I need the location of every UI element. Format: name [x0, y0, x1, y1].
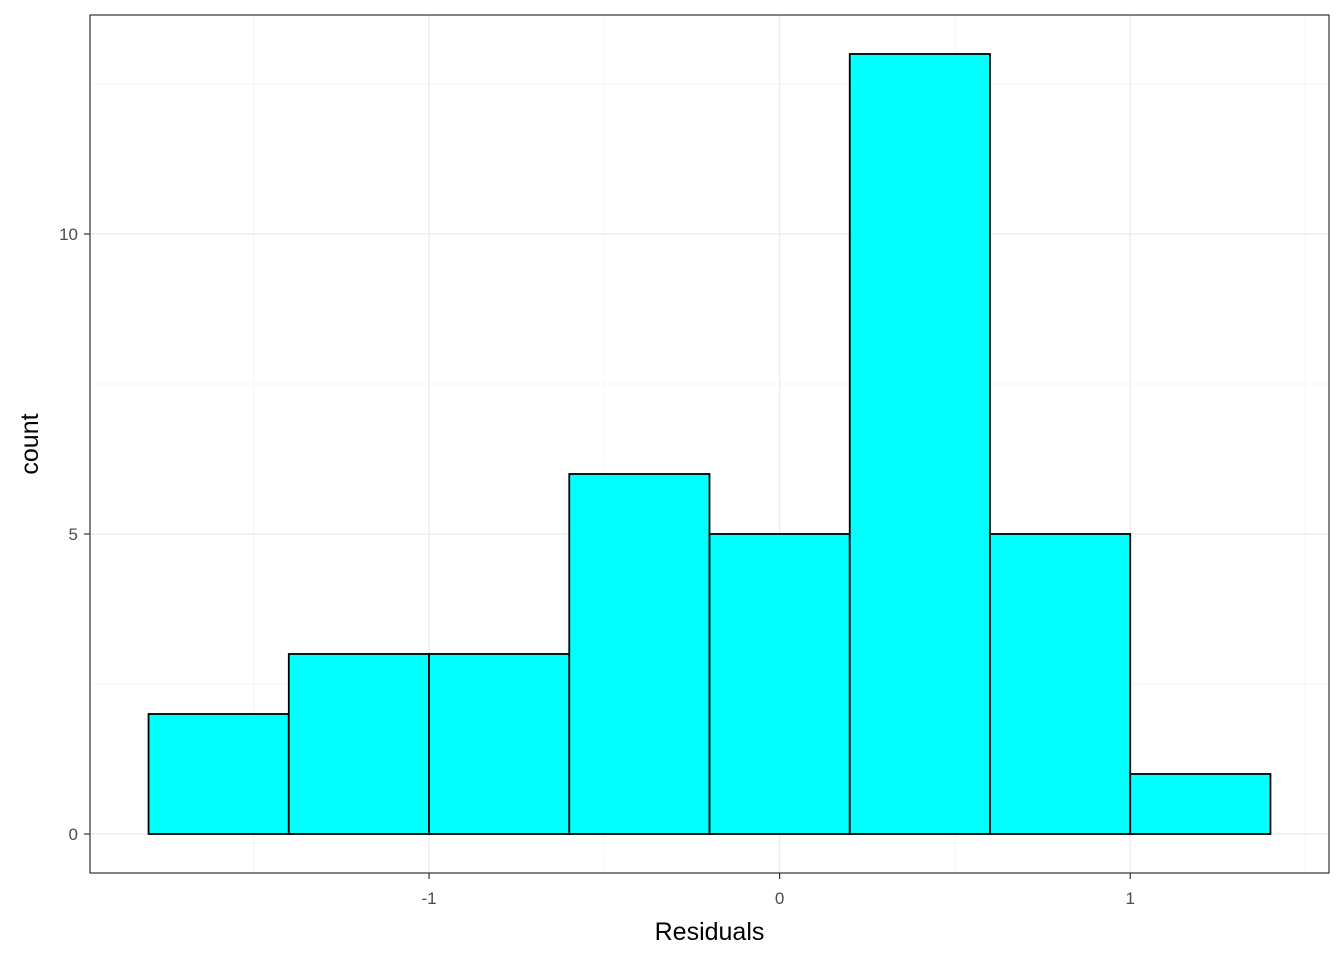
histogram-bar — [147, 713, 290, 835]
histogram-bars — [147, 53, 1272, 835]
x-tick-label: 0 — [775, 889, 784, 908]
panel-border — [89, 14, 1330, 874]
x-axis-title: Residuals — [655, 918, 765, 946]
y-tick-label: 5 — [69, 525, 78, 544]
histogram-bar — [848, 53, 991, 835]
histogram-bar — [568, 473, 711, 835]
histogram-bar — [1129, 773, 1272, 835]
y-axis-title: count — [16, 413, 44, 474]
histogram-bar — [428, 653, 571, 835]
x-tick-label: 1 — [1125, 889, 1134, 908]
x-axis-ticks: -1 0 1 — [421, 873, 1135, 908]
x-tick-label: -1 — [421, 889, 436, 908]
y-tick-label: 0 — [69, 825, 78, 844]
y-tick-label: 10 — [59, 225, 78, 244]
y-axis-ticks: 0 5 10 — [59, 225, 90, 844]
histogram-bar — [708, 533, 851, 835]
histogram-bar — [989, 533, 1132, 835]
histogram-bar — [287, 653, 430, 835]
